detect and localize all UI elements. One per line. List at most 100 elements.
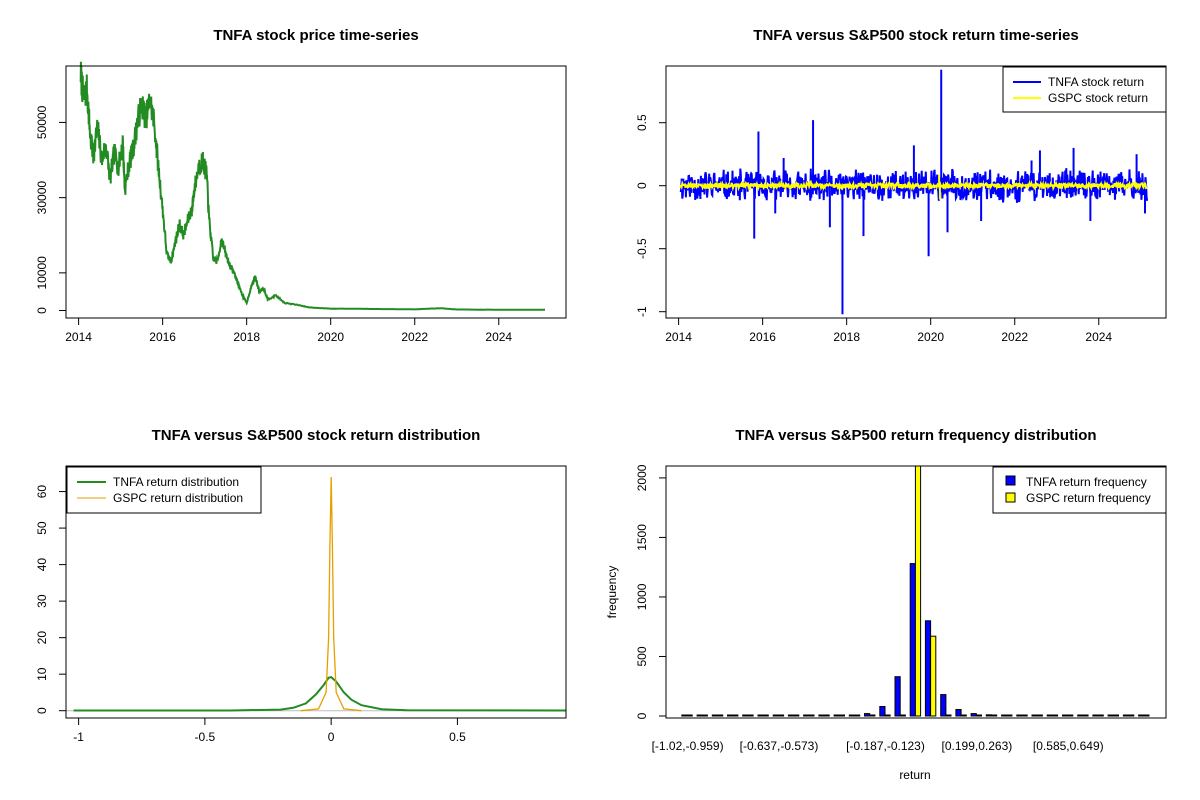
gspc-frequency-bar bbox=[1067, 714, 1074, 717]
tnfa-frequency-bar bbox=[772, 714, 779, 717]
x-tick-label: 2022 bbox=[1001, 330, 1028, 344]
tnfa-frequency-bar bbox=[711, 714, 718, 717]
tnfa-frequency-bar bbox=[909, 563, 916, 717]
price-line bbox=[79, 61, 545, 311]
gspc-frequency-bar bbox=[914, 465, 922, 717]
y-tick-label: 10 bbox=[35, 667, 49, 681]
legend-swatch-tnfa bbox=[1005, 475, 1016, 486]
x-tick-label: 2024 bbox=[1085, 330, 1112, 344]
x-tick-label: 2020 bbox=[317, 330, 344, 344]
y-tick-label: 0 bbox=[35, 707, 49, 714]
y-tick-label: 30000 bbox=[35, 181, 49, 215]
tnfa-frequency-bar bbox=[955, 709, 962, 717]
chart-title: TNFA versus S&P500 return frequency dist… bbox=[735, 427, 1096, 444]
gspc-frequency-bar bbox=[1143, 714, 1150, 717]
x-tick-label: [-0.637,-0.573) bbox=[740, 739, 819, 753]
y-tick-label: 0 bbox=[635, 712, 649, 719]
tnfa-frequency-bar bbox=[879, 706, 886, 717]
y-tick-label: 40 bbox=[35, 558, 49, 572]
x-tick-label: 2018 bbox=[233, 330, 260, 344]
tnfa-frequency-bar bbox=[924, 620, 932, 717]
tnfa-density-curve bbox=[73, 675, 567, 712]
gspc-frequency-bar bbox=[686, 714, 693, 717]
y-tick-label: 0.5 bbox=[635, 114, 649, 131]
gspc-frequency-bar bbox=[717, 714, 724, 717]
x-tick-label: 2020 bbox=[917, 330, 944, 344]
gspc-frequency-bar bbox=[1051, 714, 1059, 717]
tnfa-frequency-bar bbox=[1092, 714, 1099, 717]
tnfa-frequency-bar bbox=[681, 714, 688, 717]
tnfa-frequency-bar bbox=[864, 713, 871, 717]
gspc-frequency-bar bbox=[930, 635, 937, 717]
gspc-frequency-bar bbox=[960, 714, 967, 717]
gspc-frequency-bar bbox=[869, 714, 876, 717]
x-tick-label: [0.585,0.649) bbox=[1033, 739, 1104, 753]
plot-frame bbox=[665, 465, 1167, 719]
gspc-frequency-bar bbox=[1128, 714, 1135, 717]
x-tick-label: -1 bbox=[73, 730, 84, 744]
gspc-frequency-bar bbox=[1006, 714, 1013, 717]
gspc-frequency-bar bbox=[854, 714, 861, 717]
y-axis-label: frequency bbox=[605, 566, 619, 619]
plot-frame bbox=[65, 465, 567, 719]
gspc-frequency-bar bbox=[899, 714, 906, 717]
gspc-frequency-bar bbox=[945, 714, 952, 717]
tnfa-frequency-bar bbox=[1077, 714, 1084, 717]
y-tick-label: 0 bbox=[35, 307, 49, 314]
y-tick-label: 50000 bbox=[35, 105, 49, 139]
gspc-frequency-bar bbox=[732, 714, 739, 717]
plot-frame bbox=[65, 65, 567, 319]
gspc-frequency-bar bbox=[975, 714, 982, 717]
tnfa-frequency-bar bbox=[833, 714, 840, 717]
gspc-frequency-bar bbox=[823, 714, 830, 717]
gspc-frequency-bar bbox=[838, 714, 845, 717]
x-tick-label: [0.199,0.263) bbox=[942, 739, 1013, 753]
tnfa-frequency-bar bbox=[1046, 714, 1053, 717]
x-tick-label: 2018 bbox=[833, 330, 860, 344]
x-tick-label: [-0.187,-0.123) bbox=[846, 739, 925, 753]
gspc-frequency-bar bbox=[808, 714, 815, 717]
y-tick-label: 50 bbox=[35, 521, 49, 535]
gspc-frequency-bar bbox=[762, 714, 769, 717]
legend: TNFA return frequency GSPC return freque… bbox=[992, 466, 1167, 514]
plot-frame bbox=[665, 65, 1167, 319]
tnfa-frequency-bar bbox=[787, 714, 795, 717]
panel-return-timeseries: TNFA versus S&P500 stock return time-ser… bbox=[635, 27, 1167, 344]
tnfa-frequency-bar bbox=[1138, 714, 1145, 717]
panel-price-timeseries: TNFA stock price time-series 2014 2016 201… bbox=[35, 27, 567, 344]
tnfa-frequency-bar bbox=[894, 676, 901, 717]
y-tick-label: 10000 bbox=[35, 256, 49, 290]
legend-box bbox=[1002, 66, 1167, 113]
x-tick-label: [-1.02,-0.959) bbox=[652, 739, 724, 753]
tnfa-frequency-bar bbox=[727, 714, 734, 717]
legend: TNFA stock return GSPC stock return bbox=[1002, 66, 1167, 113]
legend-label-tnfa: TNFA return frequency bbox=[1026, 475, 1147, 489]
tnfa-frequency-bar bbox=[1062, 714, 1069, 717]
gspc-density-curve bbox=[300, 476, 362, 712]
x-tick-label: 0 bbox=[328, 730, 335, 744]
x-tick-label: 2024 bbox=[485, 330, 512, 344]
chart-title: TNFA versus S&P500 stock return time-ser… bbox=[753, 27, 1078, 44]
tnfa-frequency-bar bbox=[970, 713, 977, 717]
plot-marks: 2014 2016 2018 2020 2022 2024 -1 -0.5 0 0.5 bbox=[635, 69, 1149, 344]
y-tick-label: -1 bbox=[635, 306, 649, 317]
chart-title: TNFA stock price time-series bbox=[213, 27, 418, 44]
legend-swatch-gspc bbox=[1005, 492, 1016, 503]
plot-marks: -1 -0.5 0 0.5 0 10 20 30 40 50 60 bbox=[35, 476, 567, 744]
gspc-frequency-bar bbox=[701, 714, 708, 717]
x-tick-label: 2014 bbox=[665, 330, 692, 344]
gspc-frequency-bar bbox=[1021, 714, 1028, 717]
legend-box bbox=[66, 466, 262, 514]
gspc-frequency-bar bbox=[884, 714, 891, 717]
y-tick-label: 0 bbox=[635, 182, 649, 189]
y-tick-label: 1500 bbox=[635, 524, 649, 551]
tnfa-frequency-bar bbox=[1107, 714, 1114, 717]
gspc-frequency-bar bbox=[1036, 714, 1043, 717]
legend-label-tnfa: TNFA stock return bbox=[1048, 75, 1144, 89]
x-tick-label: 2014 bbox=[65, 330, 92, 344]
gspc-frequency-bar bbox=[1112, 714, 1120, 717]
x-tick-label: 2022 bbox=[401, 330, 428, 344]
gspc-frequency-bar bbox=[991, 714, 998, 717]
y-tick-label: 500 bbox=[635, 646, 649, 666]
